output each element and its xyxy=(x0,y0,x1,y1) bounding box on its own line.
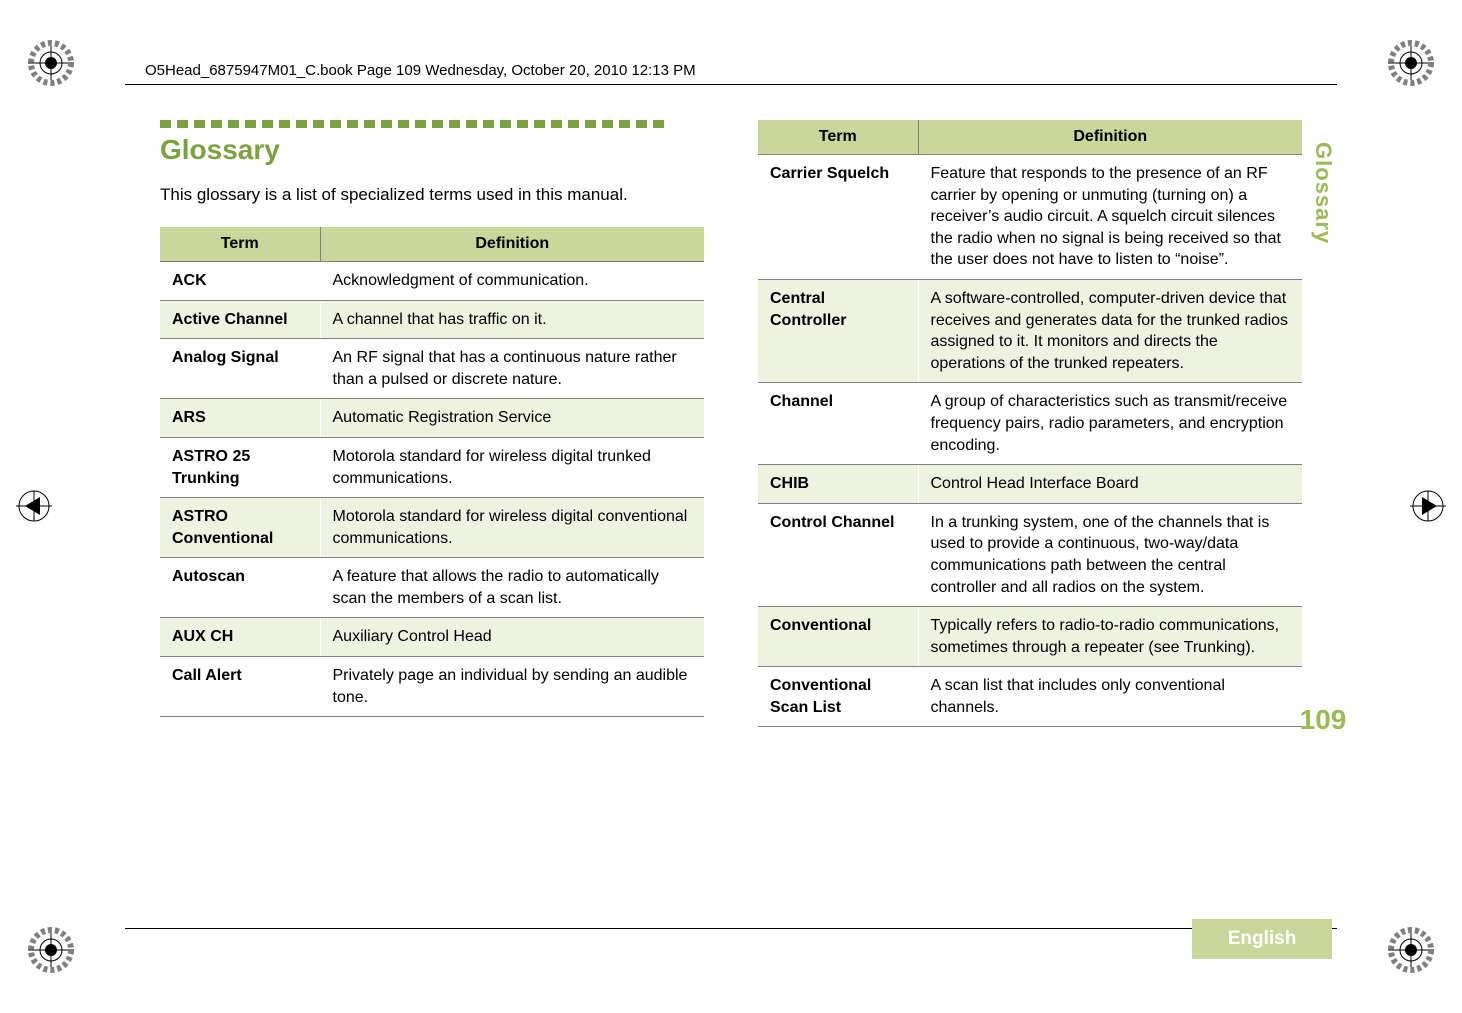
th-definition: Definition xyxy=(320,227,704,262)
registration-mark-top-right xyxy=(1388,40,1434,86)
table-row: AUX CHAuxiliary Control Head xyxy=(160,618,704,657)
table-row: Call AlertPrivately page an individual b… xyxy=(160,657,704,717)
language-bar: English xyxy=(1192,919,1332,959)
cell-term: Conventional xyxy=(758,607,918,667)
table-row: ARSAutomatic Registration Service xyxy=(160,399,704,438)
page-content: Glossary This glossary is a list of spec… xyxy=(160,120,1302,903)
table-row: Conventional Scan ListA scan list that i… xyxy=(758,667,1302,727)
table-row: ASTRO 25 TrunkingMotorola standard for w… xyxy=(160,437,704,497)
intro-text: This glossary is a list of specialized t… xyxy=(160,184,704,207)
table-row: ASTRO ConventionalMotorola standard for … xyxy=(160,498,704,558)
cell-term: CHIB xyxy=(758,465,918,504)
side-tab-label: Glossary xyxy=(1310,142,1336,244)
crop-arrow-right xyxy=(1410,488,1446,524)
cell-term: Conventional Scan List xyxy=(758,667,918,727)
cell-def: Feature that responds to the presence of… xyxy=(918,155,1302,280)
cell-def: A scan list that includes only conventio… xyxy=(918,667,1302,727)
cell-term: Channel xyxy=(758,383,918,465)
cell-def: Automatic Registration Service xyxy=(320,399,704,438)
cell-term: Central Controller xyxy=(758,279,918,382)
cell-def: Typically refers to radio-to-radio commu… xyxy=(918,607,1302,667)
cell-def: A channel that has traffic on it. xyxy=(320,300,704,339)
table-row: Active ChannelA channel that has traffic… xyxy=(160,300,704,339)
registration-mark-bottom-left xyxy=(28,927,74,973)
cell-term: Carrier Squelch xyxy=(758,155,918,280)
cell-term: ARS xyxy=(160,399,320,438)
top-crop-line xyxy=(125,84,1337,85)
cell-term: ACK xyxy=(160,261,320,300)
cell-term: AUX CH xyxy=(160,618,320,657)
cell-term: ASTRO 25 Trunking xyxy=(160,437,320,497)
left-column: Glossary This glossary is a list of spec… xyxy=(160,120,704,903)
glossary-table-right: Term Definition Carrier SquelchFeature t… xyxy=(758,120,1302,727)
cell-term: Active Channel xyxy=(160,300,320,339)
cell-def: A feature that allows the radio to autom… xyxy=(320,558,704,618)
section-heading: Glossary xyxy=(160,134,704,166)
cell-def: In a trunking system, one of the channel… xyxy=(918,503,1302,606)
cell-def: An RF signal that has a continuous natur… xyxy=(320,339,704,399)
cell-term: ASTRO Conventional xyxy=(160,498,320,558)
table-row: ChannelA group of characteristics such a… xyxy=(758,383,1302,465)
running-header: O5Head_6875947M01_C.book Page 109 Wednes… xyxy=(145,62,696,79)
th-term: Term xyxy=(758,120,918,155)
cell-def: Motorola standard for wireless digital t… xyxy=(320,437,704,497)
table-row: ACKAcknowledgment of communication. xyxy=(160,261,704,300)
cell-term: Analog Signal xyxy=(160,339,320,399)
cell-def: Auxiliary Control Head xyxy=(320,618,704,657)
table-row: ConventionalTypically refers to radio-to… xyxy=(758,607,1302,667)
cell-def: Motorola standard for wireless digital c… xyxy=(320,498,704,558)
page-number: 109 xyxy=(1300,704,1347,736)
cell-def: Privately page an individual by sending … xyxy=(320,657,704,717)
language-label: English xyxy=(1228,928,1297,950)
table-row: Analog SignalAn RF signal that has a con… xyxy=(160,339,704,399)
right-column: Term Definition Carrier SquelchFeature t… xyxy=(758,120,1302,903)
cell-term: Control Channel xyxy=(758,503,918,606)
cell-def: Acknowledgment of communication. xyxy=(320,261,704,300)
table-row: AutoscanA feature that allows the radio … xyxy=(160,558,704,618)
th-definition: Definition xyxy=(918,120,1302,155)
cell-def: A software-controlled, computer-driven d… xyxy=(918,279,1302,382)
bottom-crop-line xyxy=(125,928,1337,929)
table-row: Central ControllerA software-controlled,… xyxy=(758,279,1302,382)
registration-mark-top-left xyxy=(28,40,74,86)
table-row: Carrier SquelchFeature that responds to … xyxy=(758,155,1302,280)
cell-term: Call Alert xyxy=(160,657,320,717)
cell-def: A group of characteristics such as trans… xyxy=(918,383,1302,465)
glossary-table-left: Term Definition ACKAcknowledgment of com… xyxy=(160,227,704,717)
th-term: Term xyxy=(160,227,320,262)
registration-mark-bottom-right xyxy=(1388,927,1434,973)
cell-term: Autoscan xyxy=(160,558,320,618)
heading-rule xyxy=(160,120,704,128)
side-tab: Glossary 109 xyxy=(1306,142,1340,736)
crop-arrow-left xyxy=(16,488,52,524)
table-row: CHIBControl Head Interface Board xyxy=(758,465,1302,504)
table-row: Control ChannelIn a trunking system, one… xyxy=(758,503,1302,606)
cell-def: Control Head Interface Board xyxy=(918,465,1302,504)
